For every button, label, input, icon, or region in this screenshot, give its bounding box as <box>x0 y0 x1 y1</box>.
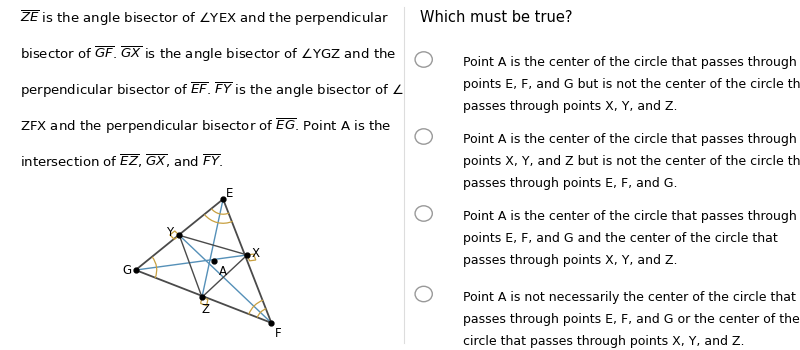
Text: points E, F, and G and the center of the circle that: points E, F, and G and the center of the… <box>463 232 778 245</box>
Text: passes through points E, F, and G.: passes through points E, F, and G. <box>463 177 678 190</box>
Text: Point A is not necessarily the center of the circle that: Point A is not necessarily the center of… <box>463 290 796 303</box>
Text: G: G <box>122 264 131 276</box>
Text: F: F <box>274 327 281 340</box>
Text: points E, F, and G but is not the center of the circle that: points E, F, and G but is not the center… <box>463 78 800 91</box>
Text: points X, Y, and Z but is not the center of the circle that: points X, Y, and Z but is not the center… <box>463 155 800 168</box>
Text: perpendicular bisector of $\overline{EF}$. $\overline{FY}$ is the angle bisector: perpendicular bisector of $\overline{EF}… <box>19 81 403 100</box>
Text: bisector of $\overline{GF}$. $\overline{GX}$ is the angle bisector of $\angle$YG: bisector of $\overline{GF}$. $\overline{… <box>19 45 396 64</box>
Text: E: E <box>226 187 234 199</box>
Text: passes through points X, Y, and Z.: passes through points X, Y, and Z. <box>463 254 678 267</box>
Text: Point A is the center of the circle that passes through: Point A is the center of the circle that… <box>463 133 797 146</box>
Text: ZFX and the perpendicular bisector of $\overline{EG}$. Point A is the: ZFX and the perpendicular bisector of $\… <box>19 117 391 136</box>
Text: X: X <box>252 247 260 260</box>
Text: Which must be true?: Which must be true? <box>420 10 572 26</box>
Text: Point A is the center of the circle that passes through: Point A is the center of the circle that… <box>463 210 797 223</box>
Text: $\overline{ZE}$ is the angle bisector of $\angle$YEX and the perpendicular: $\overline{ZE}$ is the angle bisector of… <box>19 9 389 28</box>
Text: A: A <box>218 265 226 278</box>
Text: circle that passes through points X, Y, and Z.: circle that passes through points X, Y, … <box>463 335 744 348</box>
Text: intersection of $\overline{EZ}$, $\overline{GX}$, and $\overline{FY}$.: intersection of $\overline{EZ}$, $\overl… <box>19 153 222 170</box>
Text: passes through points X, Y, and Z.: passes through points X, Y, and Z. <box>463 100 678 113</box>
Text: Point A is the center of the circle that passes through: Point A is the center of the circle that… <box>463 56 797 69</box>
Text: Y: Y <box>166 226 173 239</box>
Text: Z: Z <box>202 303 210 316</box>
Text: passes through points E, F, and G or the center of the: passes through points E, F, and G or the… <box>463 313 800 326</box>
